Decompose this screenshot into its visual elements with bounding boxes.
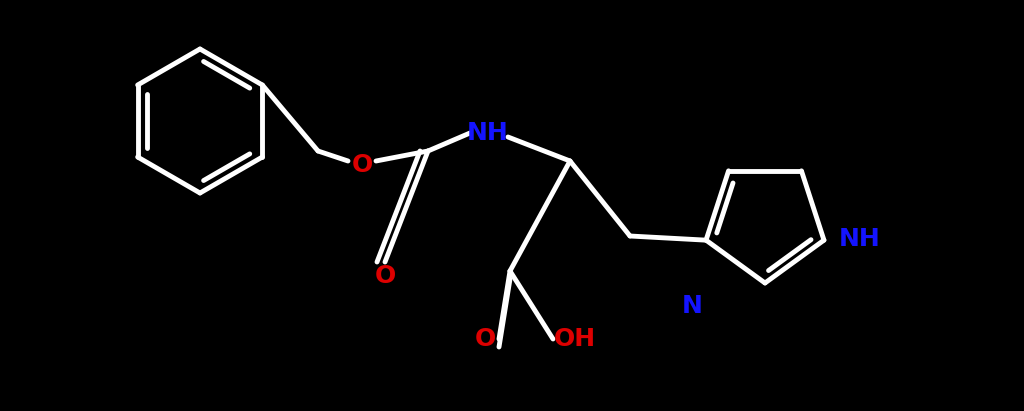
Text: O: O — [375, 264, 395, 288]
Text: N: N — [682, 294, 702, 318]
Text: NH: NH — [467, 121, 509, 145]
Text: NH: NH — [839, 227, 881, 251]
Text: O: O — [474, 327, 496, 351]
Text: OH: OH — [554, 327, 596, 351]
Text: O: O — [351, 153, 373, 177]
